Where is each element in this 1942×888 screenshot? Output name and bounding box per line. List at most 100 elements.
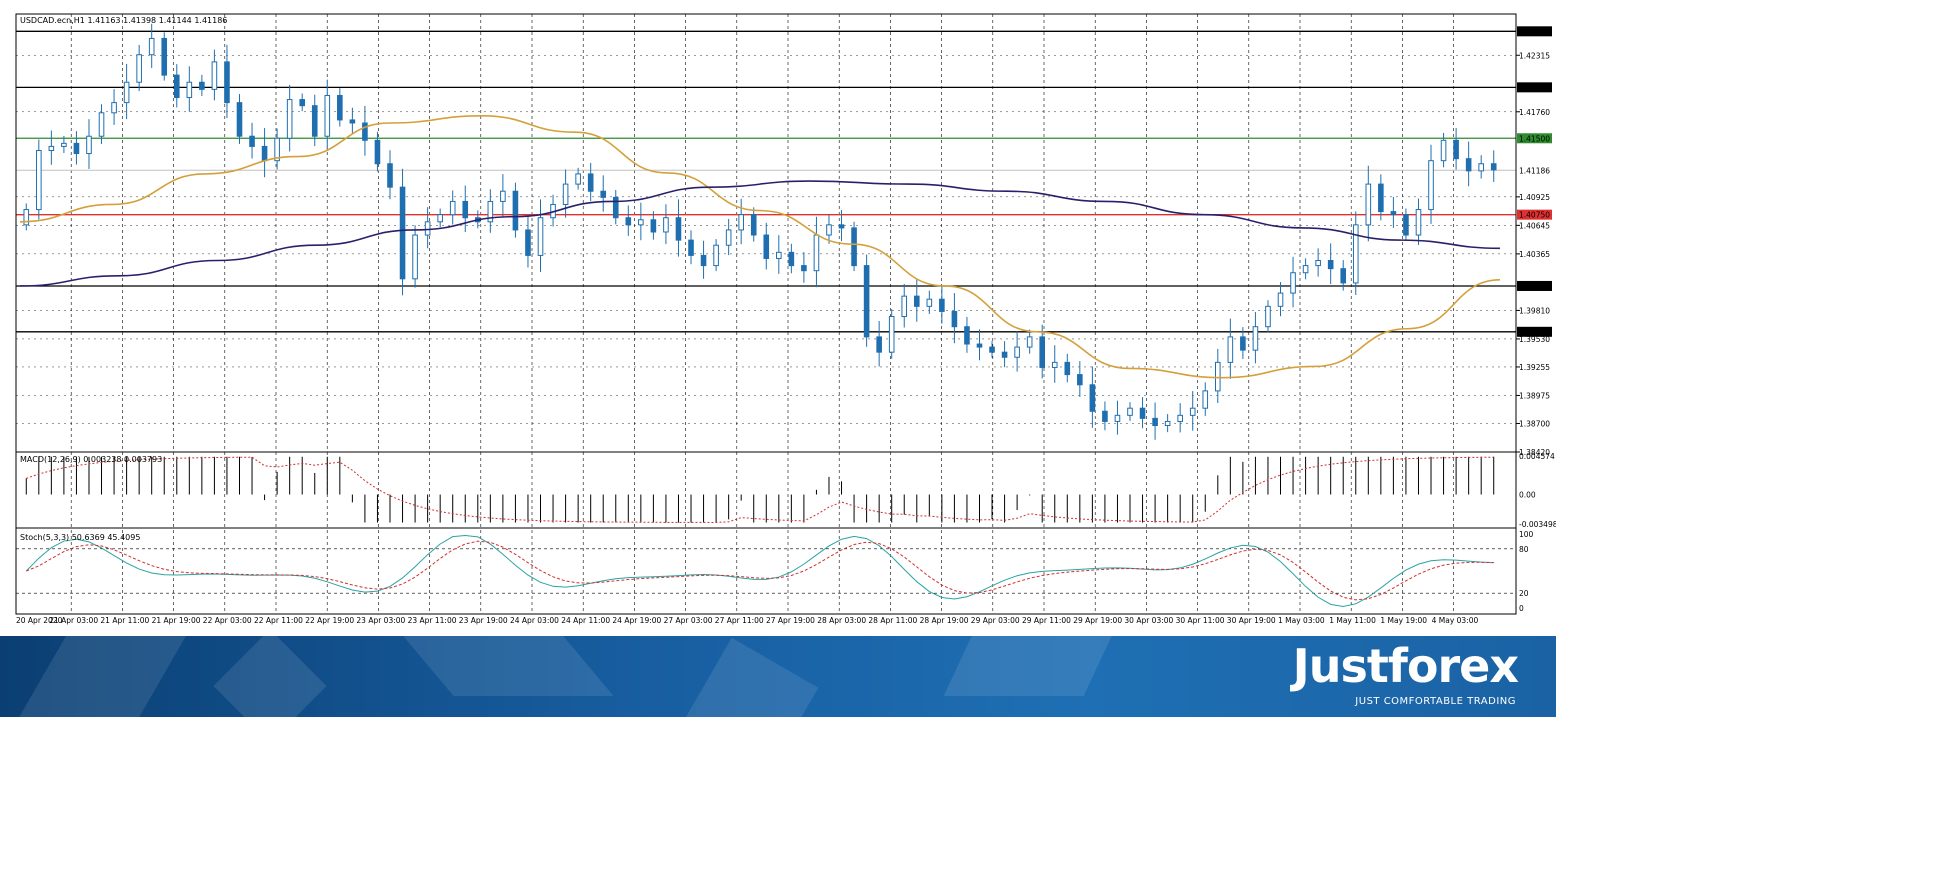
time-tick-label: 23 Apr 11:00 — [408, 616, 457, 625]
candle-body — [148, 37, 155, 56]
candle-body — [776, 251, 782, 259]
candle-body — [951, 310, 958, 328]
candle-body — [675, 217, 682, 241]
candle-body — [1340, 268, 1347, 284]
brand-tagline: JUST COMFORTABLE TRADING — [1355, 696, 1516, 707]
price-level-label: 1.42550 — [1519, 27, 1550, 36]
candle-body — [851, 227, 857, 267]
stoch-tick-label: 100 — [1519, 530, 1534, 539]
candle-body — [324, 94, 331, 137]
stoch-header: Stoch(5,3,3) 50.6369 45.4095 — [20, 533, 140, 542]
time-tick-label: 29 Apr 03:00 — [971, 616, 1020, 625]
candle-body — [424, 221, 431, 236]
candle-body — [161, 37, 168, 76]
macd-tick-label: 0.00 — [1519, 491, 1536, 500]
moving-average-fast — [19, 115, 1501, 379]
macd-tick-label: 0.004574 — [1519, 452, 1555, 461]
candle-body — [612, 196, 619, 219]
candle-body — [1352, 224, 1359, 284]
candle-body — [500, 190, 506, 202]
price-level-label: 1.39600 — [1519, 328, 1550, 337]
price-tick-label: 1.38420 — [1519, 448, 1550, 457]
candle-body — [1252, 326, 1259, 351]
candle-body — [299, 99, 306, 107]
time-tick-label: 22 Apr 11:00 — [254, 616, 303, 625]
candle-body — [1265, 305, 1271, 328]
candle-body — [1327, 260, 1334, 270]
candle-body — [939, 298, 945, 312]
candle-body — [1390, 211, 1397, 216]
candle-body — [926, 298, 933, 307]
time-tick-label: 30 Apr 11:00 — [1176, 616, 1225, 625]
price-level-tag — [1517, 280, 1552, 291]
candle-body — [1478, 163, 1484, 172]
justforex-logo: Justforex — [1292, 639, 1519, 693]
time-tick-label: 21 Apr 03:00 — [49, 616, 98, 625]
time-tick-label: 22 Apr 03:00 — [203, 616, 252, 625]
candle-body — [1315, 260, 1321, 267]
time-tick-label: 28 Apr 03:00 — [817, 616, 866, 625]
price-tick-label: 1.39530 — [1519, 335, 1550, 344]
candle-body — [462, 200, 469, 219]
candle-body — [23, 209, 30, 226]
candle-body — [1290, 272, 1296, 294]
candle-body — [1077, 374, 1083, 386]
time-tick-label: 20 Apr 2020 — [16, 616, 63, 625]
price-chart[interactable]: 1.42550 1.42000 1.41500 1.41186 1.40750 1.400… — [0, 0, 1556, 636]
candle-body — [725, 229, 732, 246]
candle-body — [487, 200, 494, 223]
candle-body — [1453, 139, 1459, 160]
candle-body — [1026, 336, 1033, 348]
candle-body — [136, 54, 142, 83]
macd-header: MACD(12,26,9) 0.003238 0.003793 — [20, 455, 162, 464]
stoch-tick-label: 80 — [1519, 545, 1529, 554]
time-tick-label: 22 Apr 19:00 — [305, 616, 354, 625]
time-tick-label: 27 Apr 19:00 — [766, 616, 815, 625]
time-tick-label: 23 Apr 03:00 — [356, 616, 405, 625]
candle-body — [738, 214, 744, 231]
candle-body — [750, 214, 757, 236]
candle-body — [525, 229, 531, 256]
price-tick-label: 1.38700 — [1519, 419, 1550, 428]
price-tick-label: 1.39255 — [1519, 363, 1550, 372]
time-tick-label: 21 Apr 11:00 — [100, 616, 149, 625]
candle-body — [1139, 407, 1146, 419]
chart-header: USDCAD.ecn,H1 1.41163 1.41398 1.41144 1.… — [20, 16, 227, 25]
candle-body — [575, 173, 581, 185]
candle-body — [374, 139, 381, 165]
moving-average-slow — [19, 180, 1501, 287]
candle-body — [48, 145, 55, 151]
price-level-label: 1.41186 — [1519, 166, 1550, 175]
candle-body — [801, 265, 807, 272]
time-tick-label: 1 May 11:00 — [1329, 616, 1376, 625]
price-tick-label: 1.38975 — [1519, 391, 1550, 400]
candle-body — [989, 346, 995, 353]
candle-body — [1440, 139, 1447, 162]
candle-body — [888, 316, 895, 353]
price-level-tag — [1517, 26, 1552, 37]
candle-body — [838, 224, 845, 229]
candle-body — [1014, 346, 1020, 358]
candle-body — [1490, 163, 1497, 171]
candle-body — [1214, 361, 1221, 392]
brand-banner: Justforex JUST COMFORTABLE TRADING — [0, 636, 1556, 717]
candle-body — [1465, 158, 1472, 172]
candle-body — [788, 251, 795, 267]
candle-body — [587, 173, 594, 192]
candle-body — [199, 81, 205, 90]
candle-body — [412, 234, 418, 280]
banner-shape — [14, 636, 186, 717]
candle-body — [236, 102, 243, 137]
candle-body — [1415, 209, 1422, 236]
time-tick-label: 24 Apr 11:00 — [561, 616, 610, 625]
stoch-tick-label: 0 — [1519, 604, 1524, 613]
candle-body — [1403, 214, 1409, 236]
candle-body — [625, 217, 632, 226]
banner-shape — [943, 636, 1117, 696]
candle-body — [600, 190, 607, 198]
candle-body — [1378, 183, 1384, 213]
time-tick-label: 4 May 03:00 — [1432, 616, 1479, 625]
candle-body — [826, 224, 832, 236]
candle-body — [1177, 414, 1183, 422]
candle-body — [964, 326, 970, 345]
